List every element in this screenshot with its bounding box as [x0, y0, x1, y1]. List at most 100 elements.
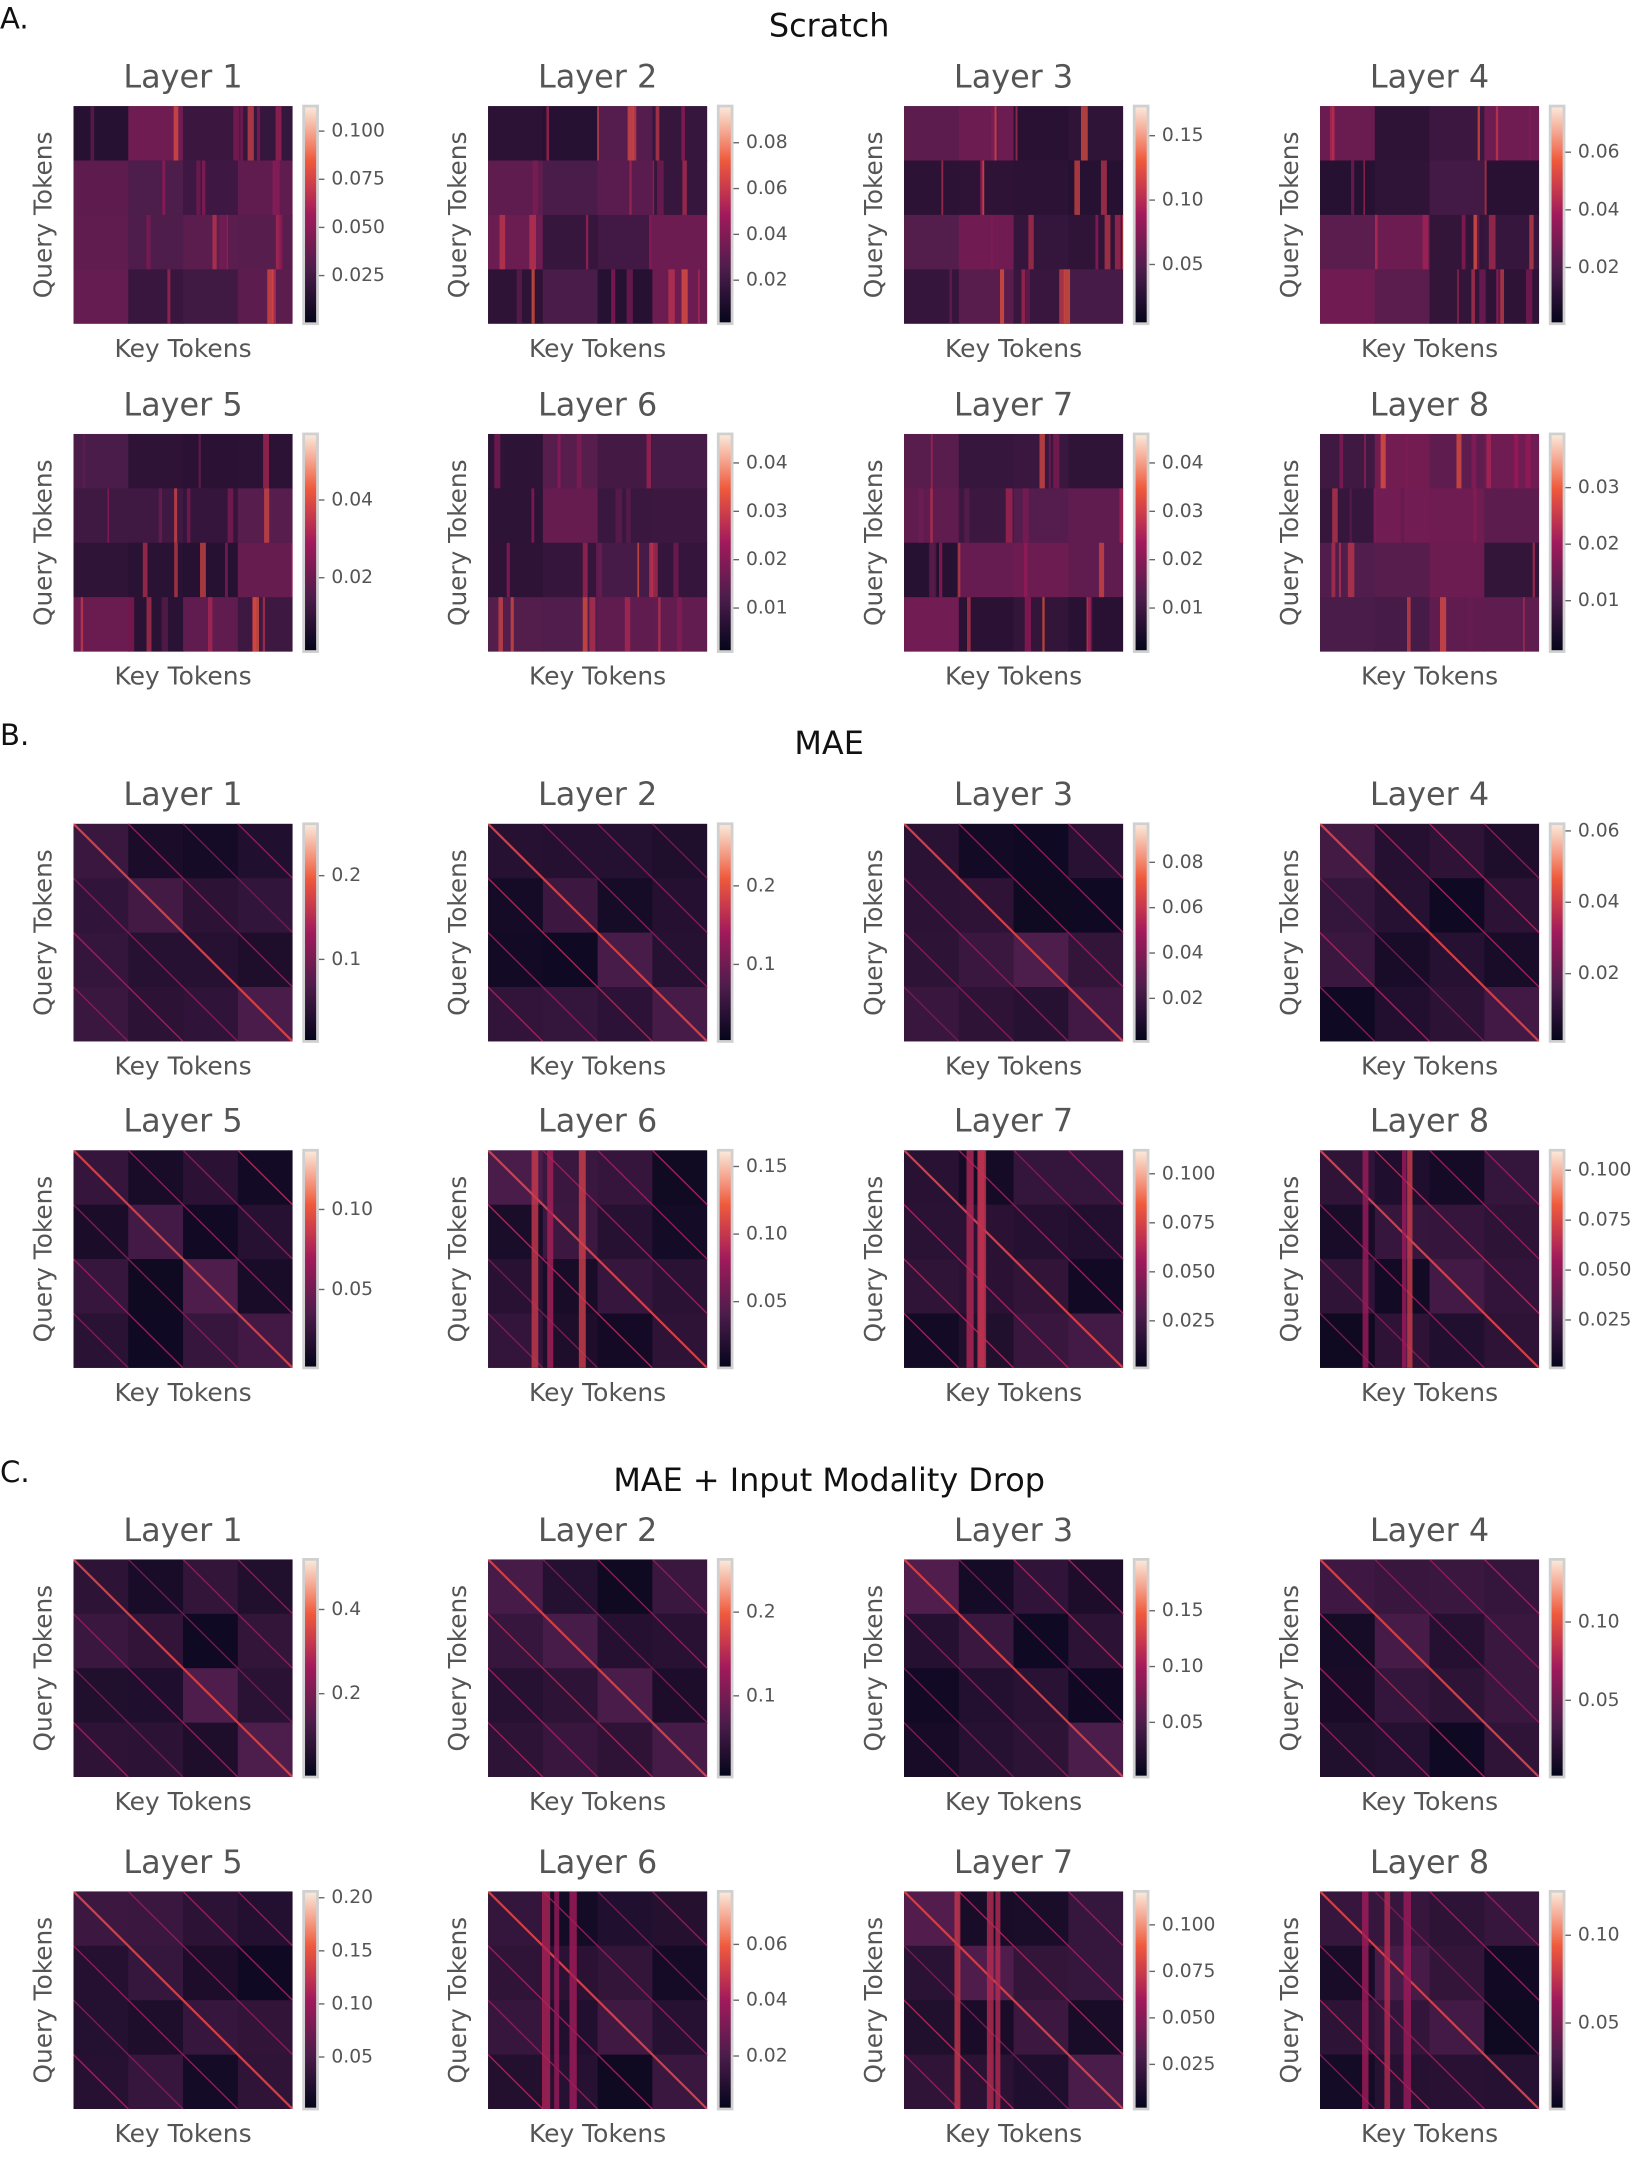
diagonal: [182, 1150, 293, 1261]
colorbar-tick-label: 0.15: [1162, 125, 1204, 146]
heatmap-block: [597, 542, 654, 598]
plot-title: Layer 2: [538, 60, 657, 96]
colorbar-tick-label: 0.05: [1578, 1690, 1620, 1711]
y-axis-label: Query Tokens: [1275, 459, 1304, 626]
stripe: [938, 542, 943, 598]
colorbar-tick-label: 0.05: [1162, 1712, 1204, 1733]
heatmap-panel: Layer 1 Key Tokens Query Tokens 0.100 0.075 0…: [28, 60, 385, 363]
heatmap-texture: [73, 433, 293, 652]
heatmap-block: [542, 433, 599, 490]
x-axis-label: Key Tokens: [1361, 1787, 1498, 1816]
heatmap-block: [1374, 214, 1431, 270]
diagonal: [488, 1203, 653, 1368]
plot-title: Layer 1: [123, 60, 242, 96]
diagonal: [488, 1999, 599, 2110]
diagonal: [1429, 1150, 1540, 1261]
heatmap-block: [904, 160, 960, 216]
heatmap-texture: [73, 1150, 293, 1368]
diagonal: [73, 1944, 239, 2110]
stripe: [1457, 269, 1459, 324]
diagonal: [73, 1612, 239, 1778]
stripe: [1405, 433, 1408, 489]
stripe: [557, 433, 561, 489]
stripe: [256, 106, 261, 161]
colorbar-tick-label: 0.03: [1578, 477, 1620, 498]
diagonal: [237, 1150, 293, 1206]
colorbar: [716, 1890, 734, 2111]
stripe: [1526, 269, 1533, 324]
plot-title: Layer 2: [538, 1513, 657, 1549]
stripe: [1100, 160, 1107, 215]
stripe: [1529, 214, 1534, 270]
stripe: [1473, 214, 1477, 270]
diagonal: [651, 1559, 708, 1615]
heatmap-block: [1484, 542, 1540, 598]
y-axis-label: Query Tokens: [859, 132, 888, 299]
stripe: [698, 269, 700, 324]
stripe: [624, 597, 631, 652]
colorbar-tick-label: 0.050: [1578, 1260, 1632, 1281]
stripe: [247, 106, 254, 161]
plot-title: Layer 7: [954, 1104, 1073, 1140]
heatmap-block: [1320, 269, 1376, 324]
y-axis-label: Query Tokens: [859, 1176, 888, 1343]
colorbar-tick-label: 0.04: [1578, 199, 1620, 220]
colorbar-tick-label: 0.04: [1162, 943, 1204, 964]
diagonal: [488, 1559, 708, 1778]
heatmap-block: [1429, 542, 1485, 598]
stripe: [681, 269, 688, 324]
diagonal: [1013, 1559, 1124, 1670]
y-axis-label: Query Tokens: [443, 1585, 472, 1752]
diagonal: [597, 1891, 708, 2002]
colorbar-tick-label: 0.075: [1162, 1961, 1216, 1982]
y-axis-label: Query Tokens: [859, 1917, 888, 2084]
colorbar-tick-label: 0.15: [1162, 1600, 1204, 1621]
heatmap-panel: Layer 6 Key Tokens Query Tokens 0.15 0.10 0.0…: [443, 1104, 788, 1407]
colorbar-tick-label: 0.4: [331, 1599, 361, 1620]
diagonal: [1429, 1559, 1540, 1670]
diagonal: [73, 1721, 129, 1778]
diagonal: [904, 1258, 1015, 1368]
stripe: [699, 597, 703, 652]
stripe: [1086, 597, 1088, 652]
stripe: [264, 488, 270, 543]
heatmap-panel: Layer 7 Key Tokens Query Tokens 0.100 0.075 0…: [859, 1845, 1216, 2148]
heatmap-block: [1429, 597, 1485, 652]
colorbar-tick-label: 0.03: [1162, 501, 1204, 522]
plot-title: Layer 3: [954, 1513, 1073, 1549]
heatmap-block: [1320, 433, 1376, 490]
diagonal: [1429, 1891, 1540, 2002]
y-axis-label: Query Tokens: [28, 132, 57, 299]
stripe: [267, 269, 274, 324]
diagonal: [1483, 1559, 1540, 1615]
heatmap-texture: [1320, 823, 1540, 1042]
diagonal: [1013, 823, 1124, 934]
heatmap-texture: [904, 433, 1124, 652]
heatmap-panel: Layer 5 Key Tokens Query Tokens 0.20 0.15 0.1…: [28, 1845, 373, 2148]
column-band: [1401, 1150, 1407, 1368]
column-band: [966, 1150, 974, 1368]
stripe: [585, 214, 589, 270]
stripe: [1373, 488, 1376, 543]
heatmap-block: [1068, 433, 1124, 490]
diagonal: [73, 931, 184, 1042]
x-axis-label: Key Tokens: [529, 2119, 666, 2148]
colorbar-tick-label: 0.025: [1162, 1310, 1216, 1331]
x-axis-label: Key Tokens: [529, 334, 666, 363]
colorbar-tick-label: 0.100: [1162, 1914, 1216, 1935]
colorbar-tick-label: 0.025: [1578, 1310, 1632, 1331]
heatmap-block: [1484, 488, 1540, 544]
heatmap-panel: Layer 8 Key Tokens Query Tokens 0.100 0.075 0…: [1275, 1104, 1632, 1407]
stripe: [173, 106, 179, 161]
stripe: [1468, 597, 1474, 652]
heatmap-panel: Layer 7 Key Tokens Query Tokens 0.100 0.075 0…: [859, 1104, 1216, 1407]
stripe: [1042, 597, 1045, 652]
diagonal: [904, 1612, 1069, 1778]
stripe: [1338, 542, 1341, 598]
colorbar: [302, 1890, 319, 2111]
diagonal: [1483, 1150, 1540, 1206]
diagonal: [488, 931, 599, 1042]
heatmap-texture: [488, 106, 708, 324]
heatmap-panel: Layer 6 Key Tokens Query Tokens 0.06 0.04 0.0…: [443, 1845, 788, 2148]
y-axis-label: Query Tokens: [1275, 1176, 1304, 1343]
